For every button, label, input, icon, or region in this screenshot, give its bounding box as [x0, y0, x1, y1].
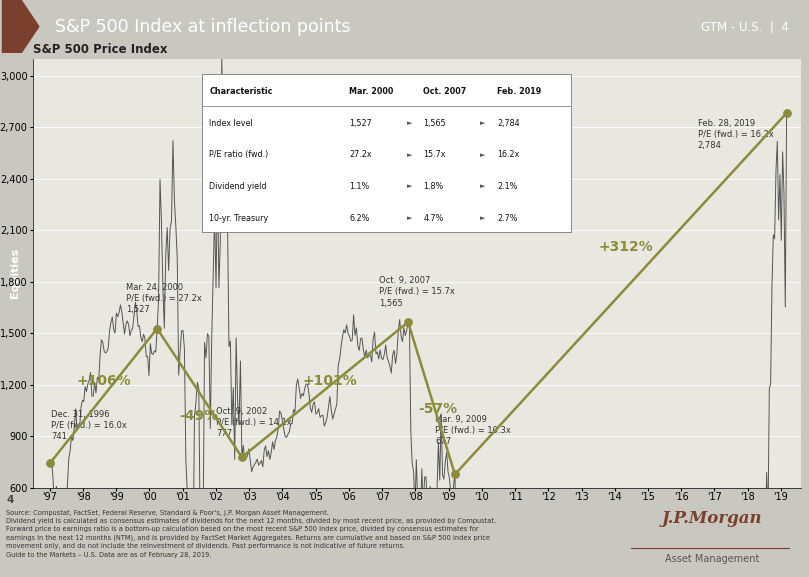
Point — [448, 470, 461, 479]
Text: Feb. 28, 2019
P/E (fwd.) = 16.2x
2,784: Feb. 28, 2019 P/E (fwd.) = 16.2x 2,784 — [698, 119, 773, 150]
Text: +106%: +106% — [76, 374, 131, 388]
Text: Equities: Equities — [10, 248, 19, 298]
Point — [44, 459, 57, 468]
FancyArrow shape — [2, 0, 39, 53]
Text: Mar. 24, 2000
P/E (fwd.) = 27.2x
1,527: Mar. 24, 2000 P/E (fwd.) = 27.2x 1,527 — [126, 283, 202, 314]
Text: +312%: +312% — [598, 241, 653, 254]
Text: 4: 4 — [6, 494, 14, 505]
Text: +101%: +101% — [303, 374, 357, 388]
Text: Oct. 9, 2002
P/E (fwd.) = 14.1x
777: Oct. 9, 2002 P/E (fwd.) = 14.1x 777 — [216, 407, 292, 438]
Text: -57%: -57% — [419, 402, 458, 415]
Text: S&P 500 Price Index: S&P 500 Price Index — [33, 43, 167, 57]
Text: Oct. 9, 2007
P/E (fwd.) = 15.7x
1,565: Oct. 9, 2007 P/E (fwd.) = 15.7x 1,565 — [379, 276, 455, 308]
Text: Asset Management: Asset Management — [665, 554, 759, 564]
Text: J.P.Morgan: J.P.Morgan — [662, 510, 762, 527]
Text: Mar. 9, 2009
P/E (fwd.) = 10.3x
677: Mar. 9, 2009 P/E (fwd.) = 10.3x 677 — [435, 415, 511, 447]
Text: S&P 500 Index at inflection points: S&P 500 Index at inflection points — [55, 17, 350, 36]
Point — [401, 317, 414, 327]
Text: -49%: -49% — [180, 409, 218, 422]
Text: GTM - U.S.  |  4: GTM - U.S. | 4 — [701, 20, 789, 33]
Point — [780, 108, 793, 118]
Text: Dec. 31, 1996
P/E (fwd.) = 16.0x
741: Dec. 31, 1996 P/E (fwd.) = 16.0x 741 — [52, 410, 127, 441]
Point — [235, 452, 248, 462]
Point — [150, 324, 163, 333]
Text: Source: Compustat, FactSet, Federal Reserve, Standard & Poor's, J.P. Morgan Asse: Source: Compustat, FactSet, Federal Rese… — [6, 510, 497, 558]
